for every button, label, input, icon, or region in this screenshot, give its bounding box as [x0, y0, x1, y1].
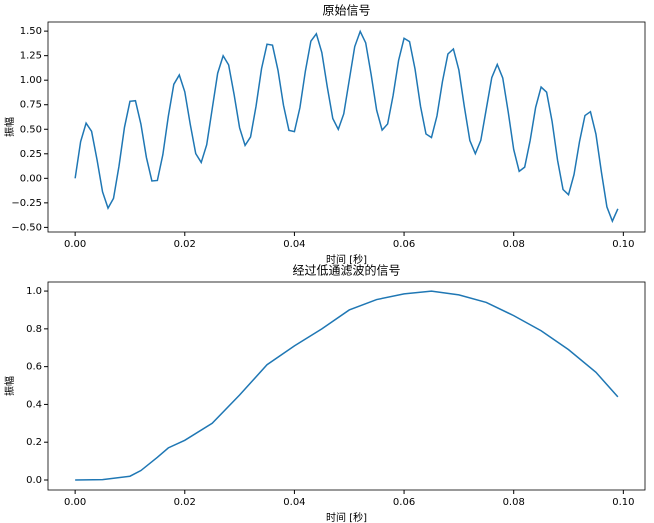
y-tick-label: 0.00 [20, 173, 42, 184]
y-tick-label: 0.75 [20, 100, 42, 111]
x-tick-label: 0.06 [393, 497, 415, 508]
y-axis-label: 振幅 [3, 117, 16, 137]
y-tick-label: 1.0 [26, 286, 42, 297]
chart-title: 原始信号 [322, 4, 370, 18]
x-tick-label: 0.02 [174, 239, 196, 250]
x-tick-label: 0.00 [64, 239, 86, 250]
x-tick-label: 0.04 [283, 239, 305, 250]
axes-frame [47, 21, 646, 233]
x-tick-label: 0.02 [174, 497, 196, 508]
x-axis-label: 时间 [秒] [326, 511, 367, 523]
x-tick-label: 0.06 [393, 239, 415, 250]
x-tick-label: 0.00 [64, 497, 86, 508]
x-tick-label: 0.10 [612, 497, 634, 508]
y-tick-label: 0.0 [26, 475, 42, 486]
line-series [74, 29, 619, 224]
y-tick-label: 0.2 [26, 437, 42, 448]
x-tick-label: 0.08 [503, 239, 525, 250]
y-axis-label: 振幅 [3, 376, 16, 396]
x-axis-label: 时间 [秒] [326, 253, 367, 266]
y-tick-label: 1.50 [20, 26, 42, 37]
y-tick-label: −0.50 [11, 222, 42, 233]
y-tick-label: 0.25 [20, 149, 42, 160]
y-tick-label: 0.6 [26, 362, 42, 373]
x-tick-label: 0.10 [612, 239, 634, 250]
y-tick-label: 0.8 [26, 324, 42, 335]
chart-title: 经过低通滤波的信号 [292, 263, 400, 278]
y-tick-label: 1.25 [20, 51, 42, 62]
x-tick-label: 0.08 [503, 497, 525, 508]
y-tick-label: 0.4 [26, 399, 42, 410]
y-tick-label: 1.00 [20, 75, 42, 86]
line-series [75, 290, 619, 481]
axes-frame [47, 281, 646, 491]
y-tick-label: −0.25 [11, 198, 42, 209]
x-tick-label: 0.04 [283, 497, 305, 508]
y-tick-label: 0.50 [20, 124, 42, 135]
